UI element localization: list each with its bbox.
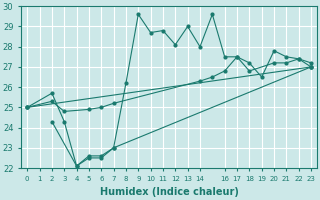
X-axis label: Humidex (Indice chaleur): Humidex (Indice chaleur) <box>100 187 239 197</box>
